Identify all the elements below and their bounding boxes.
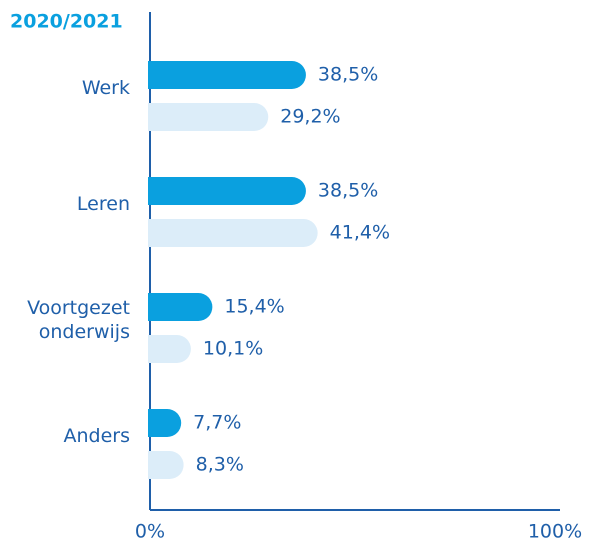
category-label: Werk xyxy=(81,77,130,99)
value-label: 7,7% xyxy=(193,412,241,434)
bar xyxy=(148,335,191,363)
category-label: Voortgezet onderwijs xyxy=(27,297,130,343)
x-tick-label: 100% xyxy=(528,521,582,543)
value-label: 29,2% xyxy=(280,106,340,128)
bar xyxy=(148,177,306,205)
value-label: 41,4% xyxy=(330,222,390,244)
value-label: 8,3% xyxy=(196,454,244,476)
x-tick-label: 0% xyxy=(135,521,165,543)
legend-label: 2020/2021 xyxy=(10,11,123,33)
value-label: 10,1% xyxy=(203,338,263,360)
bar xyxy=(148,61,306,89)
value-label: 38,5% xyxy=(318,64,378,86)
bar xyxy=(148,293,213,321)
category-label: Leren xyxy=(76,193,130,215)
bar xyxy=(148,219,318,247)
value-label: 15,4% xyxy=(224,296,284,318)
bar xyxy=(148,103,269,131)
value-label: 38,5% xyxy=(318,180,378,202)
bar xyxy=(148,409,182,437)
category-label: Anders xyxy=(63,425,131,447)
bar xyxy=(148,451,184,479)
